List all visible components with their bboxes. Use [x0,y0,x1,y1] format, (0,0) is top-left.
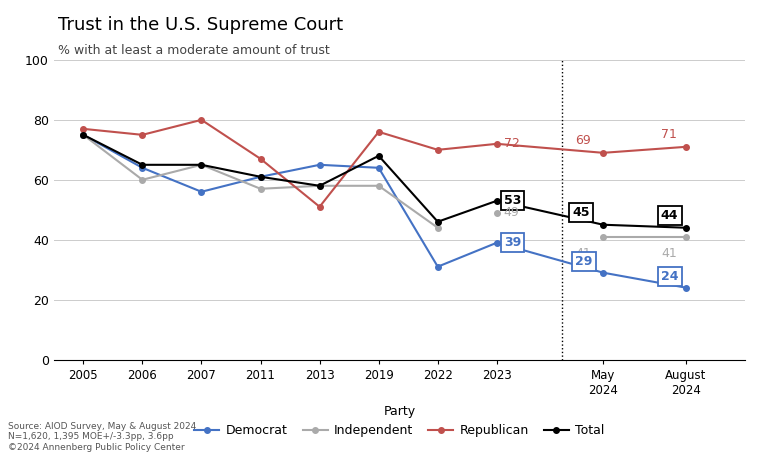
Text: 41: 41 [661,247,677,260]
Text: 41: 41 [575,247,591,260]
Text: % with at least a moderate amount of trust: % with at least a moderate amount of tru… [58,44,329,57]
Text: Trust in the U.S. Supreme Court: Trust in the U.S. Supreme Court [58,16,343,34]
Legend: Democrat, Independent, Republican, Total: Democrat, Independent, Republican, Total [194,405,604,437]
Text: 44: 44 [661,209,678,222]
Text: 39: 39 [504,236,521,249]
Text: 45: 45 [573,206,590,219]
Text: 49: 49 [504,206,519,219]
Text: 29: 29 [575,255,593,268]
Text: 24: 24 [661,270,678,283]
Text: 72: 72 [504,137,520,150]
Text: Source: AIOD Survey, May & August 2024
N=1,620, 1,395 MOE+/-3.3pp, 3.6pp
©2024 A: Source: AIOD Survey, May & August 2024 N… [8,422,196,452]
Text: 71: 71 [661,128,677,141]
Text: 53: 53 [504,194,521,207]
Text: 69: 69 [575,134,591,147]
